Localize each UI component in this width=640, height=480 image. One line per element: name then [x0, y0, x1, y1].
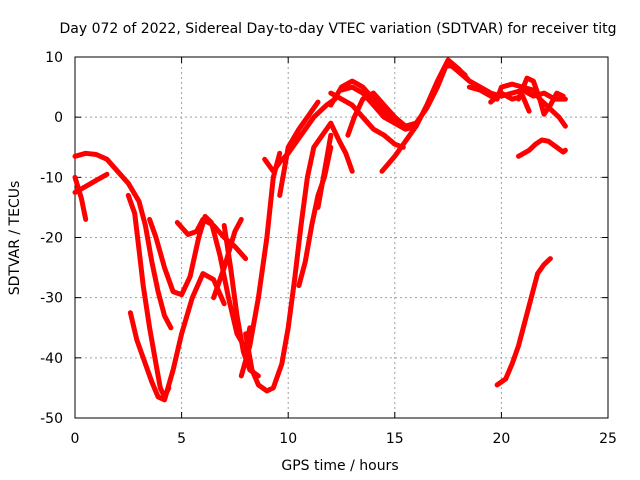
series-trace-28: [516, 137, 568, 159]
series-trace-7: [174, 216, 249, 262]
x-tick-label: 15: [386, 431, 404, 447]
y-tick-label: -20: [40, 231, 63, 247]
series-trace-3: [72, 171, 110, 195]
x-tick-label: 25: [599, 431, 617, 447]
y-tick-label: -30: [40, 291, 63, 307]
series-trace-12: [262, 96, 338, 174]
series-trace-5: [127, 271, 227, 403]
series-trace-11: [243, 120, 334, 394]
y-tick-label: 10: [45, 50, 63, 66]
series-trace-29: [494, 256, 553, 388]
series-trace-19: [339, 84, 419, 132]
y-tick-label: 0: [54, 110, 63, 126]
y-tick-label: -40: [40, 351, 63, 367]
series-trace-27: [537, 96, 568, 129]
y-tick-label: -50: [40, 411, 63, 427]
series-trace-25: [488, 90, 532, 114]
y-axis-label: SDTVAR / TECUs: [7, 181, 23, 296]
series-trace-20: [345, 90, 408, 138]
series-layer: [72, 57, 568, 403]
x-axis-label: GPS time / hours: [281, 458, 398, 474]
series-trace-18: [328, 90, 406, 150]
series-trace-13: [277, 99, 321, 198]
series-trace-21: [379, 57, 494, 174]
series-trace-24: [466, 81, 543, 102]
series-trace-15: [315, 132, 334, 210]
y-axis: -50 -40 -30 -20 -10 0 10: [40, 50, 608, 427]
series-trace-4: [125, 192, 172, 400]
x-tick-label: 5: [177, 431, 186, 447]
x-tick-label: 0: [71, 431, 80, 447]
series-trace-2: [72, 174, 89, 222]
chart-title: Day 072 of 2022, Sidereal Day-to-day VTE…: [60, 21, 617, 37]
series-trace-26: [516, 75, 566, 117]
y-tick-label: -10: [40, 170, 63, 186]
x-axis: 0 5 10 15 20 25: [71, 57, 617, 447]
series-trace-16: [328, 120, 355, 174]
x-tick-label: 20: [492, 431, 510, 447]
series-trace-22: [413, 63, 468, 126]
x-tick-label: 10: [279, 431, 297, 447]
series-trace-1: [72, 150, 174, 331]
series-trace-6: [147, 213, 253, 352]
